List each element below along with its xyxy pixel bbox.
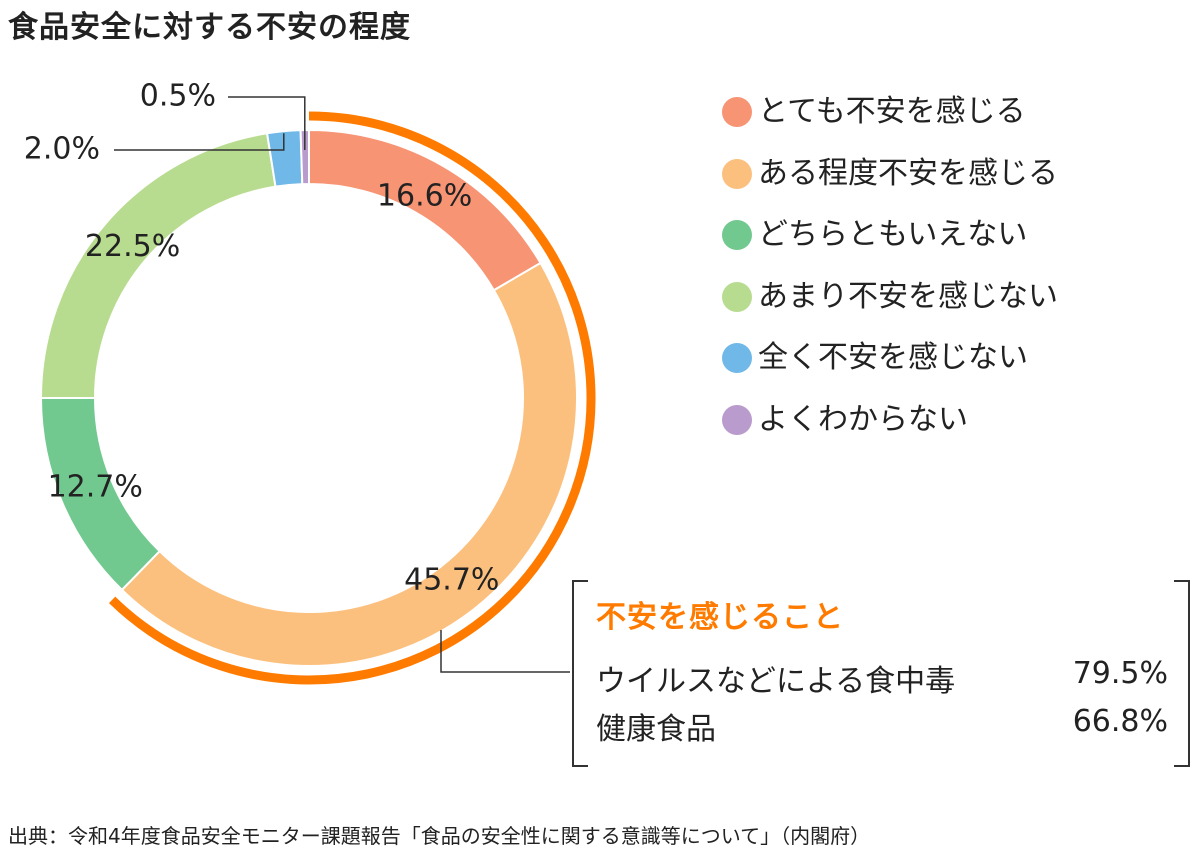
- legend-label: ある程度不安を感じる: [758, 155, 1058, 191]
- legend-label: あまり不安を感じない: [758, 278, 1058, 314]
- callout-row: 健康食品 66.8%: [596, 704, 1168, 748]
- callout-row-label: ウイルスなどによる食中毒: [596, 664, 956, 699]
- callout-box: 不安を感じること ウイルスなどによる食中毒 79.5% 健康食品 66.8%: [572, 580, 1190, 767]
- legend-swatch: [722, 343, 752, 373]
- callout-row-label: 健康食品: [596, 712, 716, 747]
- data-label: 12.7%: [48, 470, 143, 505]
- legend-label: どちらともいえない: [758, 217, 1028, 252]
- legend-item: あまり不安を感じない: [722, 277, 1058, 339]
- legend-swatch: [722, 404, 752, 435]
- chart-title: 食品安全に対する不安の程度: [8, 10, 411, 45]
- donut-chart: 16.6% 45.7% 12.7% 22.5% 2.0% 0.5%: [24, 79, 596, 685]
- legend-swatch: [722, 220, 752, 250]
- callout-bracket-right: [1174, 580, 1190, 767]
- legend-label: とても不安を感じる: [758, 94, 1026, 129]
- legend-item: どちらともいえない: [722, 215, 1058, 277]
- callout-row-value: 66.8%: [1072, 704, 1168, 739]
- legend: とても不安を感じる ある程度不安を感じる どちらともいえない あまり不安を感じな…: [722, 92, 1058, 461]
- legend-label: 全く不安を感じない: [758, 340, 1028, 375]
- source-note: 出典：令和4年度食品安全モニター課題報告「食品の安全性に関する意識等について」（…: [8, 824, 871, 848]
- legend-item: ある程度不安を感じる: [722, 154, 1058, 216]
- legend-label: よくわからない: [758, 401, 968, 437]
- donut-slice: [39, 132, 277, 399]
- donut-slice: [120, 261, 578, 667]
- highlight-arc: [108, 111, 596, 685]
- data-label: 16.6%: [377, 178, 472, 213]
- callout-title: 不安を感じること: [596, 600, 844, 635]
- data-label: 0.5%: [140, 79, 216, 114]
- legend-swatch: [722, 281, 752, 312]
- callout-leader-line: [440, 630, 570, 673]
- donut-slice: [299, 128, 310, 186]
- legend-item: 全く不安を感じない: [722, 338, 1058, 400]
- callout-bracket-left: [572, 580, 588, 767]
- legend-item: とても不安を感じる: [722, 92, 1058, 154]
- legend-item: よくわからない: [722, 400, 1058, 462]
- leader-line: [114, 133, 285, 151]
- data-label: 45.7%: [404, 562, 499, 597]
- leader-line: [228, 96, 306, 151]
- data-label: 2.0%: [24, 132, 100, 167]
- legend-swatch: [722, 158, 752, 189]
- callout-row-value: 79.5%: [1072, 656, 1168, 691]
- data-label: 22.5%: [85, 229, 180, 264]
- legend-swatch: [722, 97, 752, 127]
- callout-row: ウイルスなどによる食中毒 79.5%: [596, 656, 1168, 700]
